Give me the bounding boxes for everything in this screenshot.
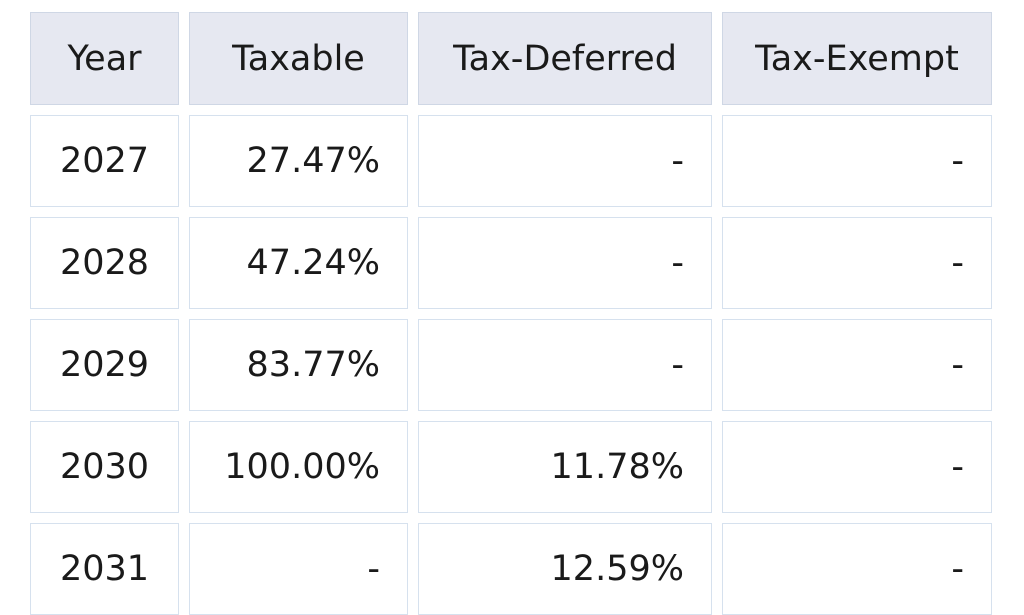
header-tax-deferred: Tax-Deferred — [418, 12, 712, 105]
tax-exempt-cell: - — [722, 217, 992, 309]
header-tax-exempt: Tax-Exempt — [722, 12, 992, 105]
taxable-cell: - — [189, 523, 408, 615]
year-cell: 2030 — [30, 421, 179, 513]
year-cell: 2027 — [30, 115, 179, 207]
tax-deferred-cell: - — [418, 115, 712, 207]
year-cell: 2028 — [30, 217, 179, 309]
taxable-cell: 100.00% — [189, 421, 408, 513]
tax-exempt-cell: - — [722, 421, 992, 513]
year-cell: 2031 — [30, 523, 179, 615]
tax-deferred-cell: 12.59% — [418, 523, 712, 615]
taxable-cell: 47.24% — [189, 217, 408, 309]
withdrawal-percentage-table: Year Taxable Tax-Deferred Tax-Exempt 202… — [30, 12, 992, 615]
header-taxable: Taxable — [189, 12, 408, 105]
tax-deferred-cell: - — [418, 217, 712, 309]
tax-exempt-cell: - — [722, 319, 992, 411]
header-year: Year — [30, 12, 179, 105]
tax-deferred-cell: - — [418, 319, 712, 411]
tax-deferred-cell: 11.78% — [418, 421, 712, 513]
tax-exempt-cell: - — [722, 115, 992, 207]
year-cell: 2029 — [30, 319, 179, 411]
tax-exempt-cell: - — [722, 523, 992, 615]
taxable-cell: 83.77% — [189, 319, 408, 411]
taxable-cell: 27.47% — [189, 115, 408, 207]
